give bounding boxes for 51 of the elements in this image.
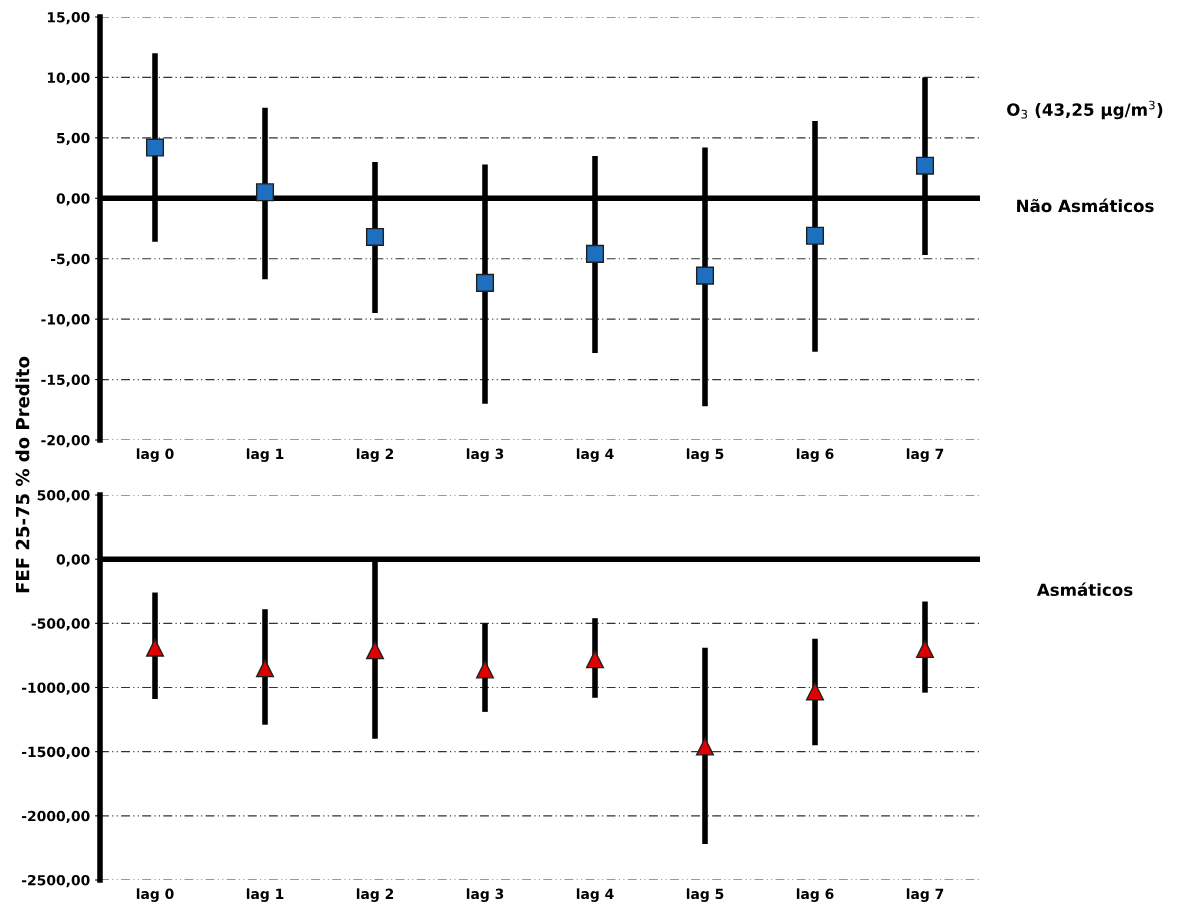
text: Asmáticos [1036,582,1133,597]
y-tick-label: 10,00 [47,72,90,85]
x-tick-label: lag 7 [906,888,944,902]
y-tick-label: -20,00 [41,434,90,448]
y-tick-label: 0,00 [56,554,90,567]
y-tick-label: -2000,00 [22,810,90,824]
y-tick-label: 500,00 [37,489,90,503]
point [805,682,825,701]
y-tick-label: -1500,00 [22,746,90,759]
x-tick-label: lag 0 [136,448,174,462]
text: O$_{3}$ (43,25 µg/m$^{3}$) [1007,100,1163,120]
x-tick-label: lag 3 [466,448,504,462]
x-tick-label: lag 5 [686,888,724,902]
x-tick-label: lag 2 [356,448,394,462]
x-tick-label: lag 4 [576,888,614,902]
x-tick-label: lag 0 [136,888,174,902]
x-tick-label: lag 1 [246,448,284,462]
point [585,244,605,263]
y-tick-label: -15,00 [41,374,90,387]
text: Não Asmáticos [1017,198,1154,213]
x-tick-label: lag 6 [796,888,834,902]
x-tick-label: lag 5 [686,448,724,462]
point [145,638,165,657]
point [915,156,935,175]
y-tick-label: 5,00 [57,132,90,146]
point [365,641,385,660]
y-tick-label: -5,00 [51,253,90,266]
y-tick-label: 15,00 [47,11,90,25]
x-tick-label: lag 1 [246,888,284,902]
point [255,183,275,202]
point [805,226,825,245]
point [365,227,385,246]
x-tick-label: lag 3 [466,888,504,902]
y-axis-title: FEF 25-75 % do Predito [15,356,30,593]
x-tick-label: lag 2 [356,888,394,902]
x-tick-label: lag 6 [796,448,834,462]
point [585,650,605,669]
point [255,659,275,678]
y-tick-label: -500,00 [31,618,90,631]
point [695,737,715,756]
point [915,639,935,659]
point [695,266,715,285]
point [475,273,495,292]
y-tick-label: 0,00 [56,193,90,206]
y-tick-label: -1000,00 [22,682,90,695]
x-tick-label: lag 7 [906,448,944,462]
y-tick-label: -2500,00 [22,874,90,888]
point [145,138,165,157]
x-tick-label: lag 4 [576,448,614,462]
y-tick-label: -10,00 [41,314,90,327]
point [475,660,495,679]
